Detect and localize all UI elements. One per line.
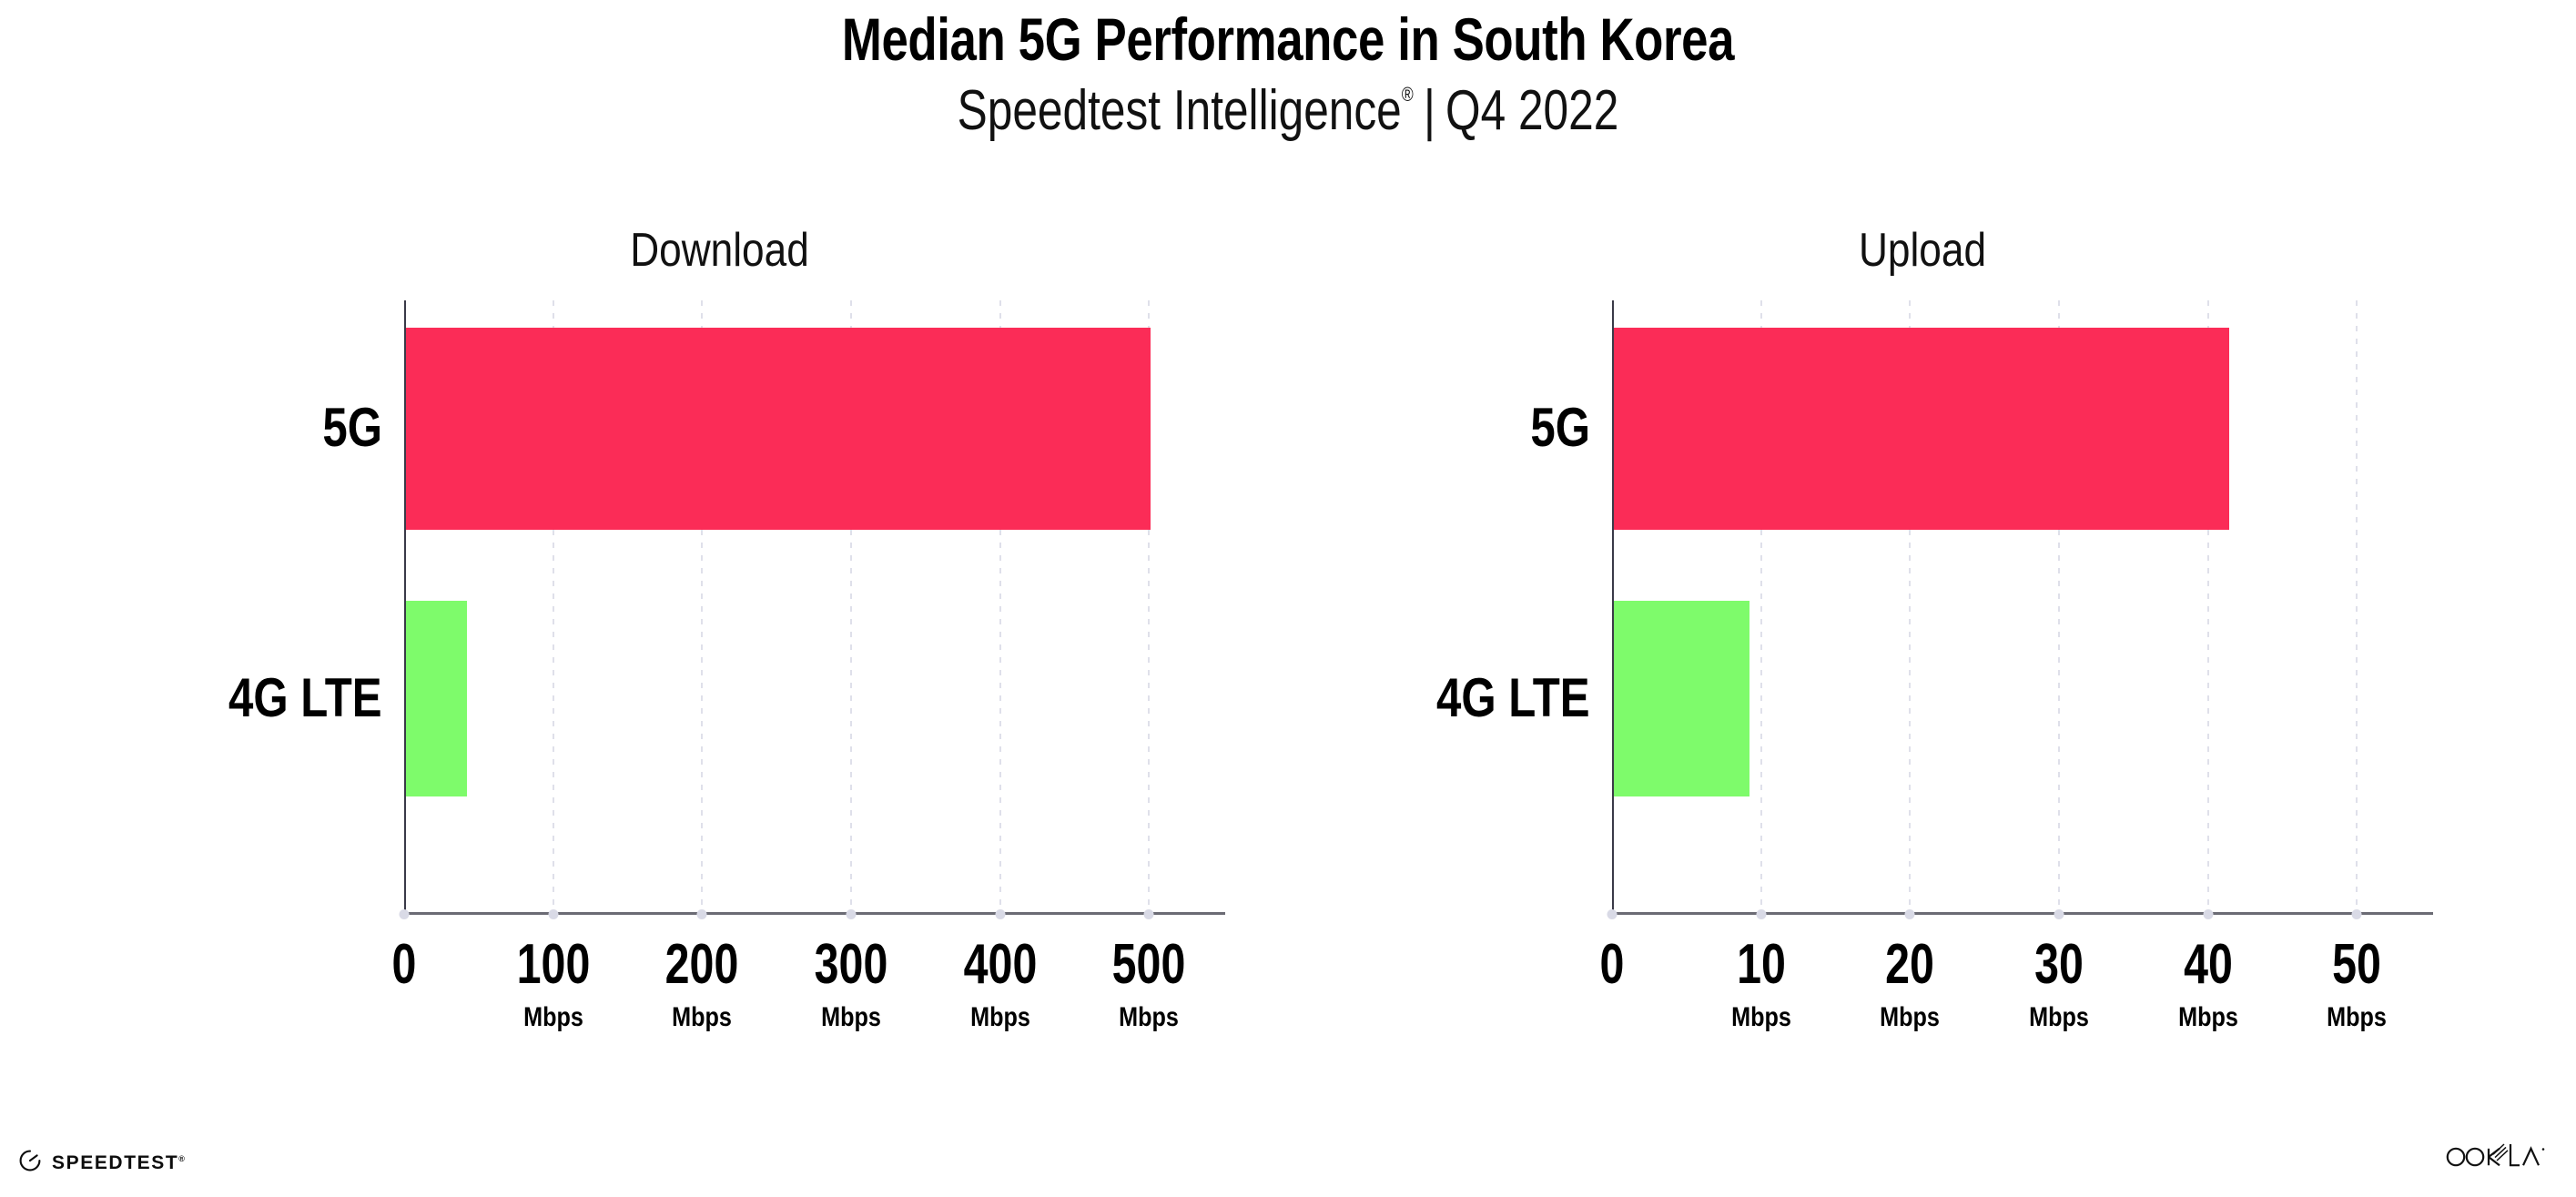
gridline	[999, 300, 1001, 915]
y-axis-line-upload	[1612, 300, 1614, 915]
axis-tick-dot	[846, 909, 857, 919]
x-tick-label: 100 Mbps	[453, 937, 654, 1031]
subtitle-period: Q4 2022	[1445, 79, 1619, 143]
speedtest-wordmark: SPEEDTEST®	[52, 1151, 185, 1173]
x-tick-value: 20	[1885, 933, 1935, 996]
axis-tick-dot	[2203, 909, 2214, 919]
x-tick-value: 30	[2034, 933, 2084, 996]
x-tick-unit: Mbps	[522, 1002, 583, 1032]
bar-5g[interactable]: 5G	[1530, 328, 2229, 530]
x-tick-unit: Mbps	[1119, 1002, 1180, 1032]
subtitle-separator: |	[1423, 79, 1435, 143]
x-tick-value: 0	[1599, 933, 1625, 996]
panel-upload: Upload 0 10 Mbps 20 Mbps 30 Mbps 40 Mbps 50 Mbps 5G…	[1320, 223, 2494, 1042]
ookla-logo	[2443, 1140, 2552, 1175]
x-tick-unit: Mbps	[1880, 1002, 1941, 1032]
x-tick-value: 0	[391, 933, 417, 996]
gridline	[1148, 300, 1151, 915]
bar-4g-lte[interactable]: 4G LTE	[228, 601, 468, 796]
axis-tick-dot	[1904, 909, 1915, 919]
x-tick-unit: Mbps	[821, 1002, 881, 1032]
title-block: Median 5G Performance in South Korea Spe…	[0, 5, 2576, 144]
page-title: Median 5G Performance in South Korea	[841, 5, 1735, 73]
gridline	[2206, 300, 2209, 915]
category-label: 4G LTE	[1436, 666, 1590, 728]
x-axis-line-download	[404, 912, 1225, 915]
registered-mark: ®	[1401, 82, 1414, 106]
x-tick-unit: Mbps	[2029, 1002, 2089, 1032]
x-tick-label: 500 Mbps	[1049, 937, 1249, 1031]
x-tick-value: 500	[1111, 933, 1186, 996]
axis-tick-dot	[2054, 909, 2064, 919]
ookla-logo-icon	[2443, 1140, 2552, 1175]
x-tick-unit: Mbps	[1730, 1002, 1791, 1032]
gridline	[2356, 300, 2358, 915]
axis-tick-dot	[399, 909, 410, 919]
category-label: 5G	[1530, 397, 1590, 458]
x-tick-label: 0	[1512, 937, 1712, 993]
subtitle-brand: Speedtest Intelligence	[957, 79, 1402, 143]
plot-area-download: 0 100 Mbps 200 Mbps 300 Mbps 400 Mbps 500 Mbps 5G 4G…	[228, 300, 1225, 1031]
x-tick-label: 50 Mbps	[2257, 937, 2457, 1031]
category-label: 4G LTE	[228, 666, 382, 728]
x-tick-value: 40	[2183, 933, 2233, 996]
axis-tick-dot	[2351, 909, 2362, 919]
plot-area-upload: 0 10 Mbps 20 Mbps 30 Mbps 40 Mbps 50 Mbps 5G 4G LTE	[1436, 300, 2433, 1031]
gridline	[849, 300, 852, 915]
axis-tick-dot	[1143, 909, 1154, 919]
x-axis-line-upload	[1612, 912, 2433, 915]
gridline	[701, 300, 704, 915]
bar-4g-lte[interactable]: 4G LTE	[1436, 601, 1749, 796]
gridline	[1760, 300, 1762, 915]
axis-tick-dot	[696, 909, 707, 919]
x-tick-label: 40 Mbps	[2108, 937, 2308, 1031]
bar-5g[interactable]: 5G	[322, 328, 1151, 530]
axis-tick-dot	[548, 909, 559, 919]
panel-title-download: Download	[630, 224, 809, 277]
x-tick-unit: Mbps	[2327, 1002, 2388, 1032]
x-tick-value: 300	[814, 933, 888, 996]
gridline	[1909, 300, 1912, 915]
x-tick-label: 300 Mbps	[751, 937, 951, 1031]
x-tick-value: 10	[1736, 933, 1786, 996]
axis-tick-dot	[1607, 909, 1618, 919]
x-tick-label: 10 Mbps	[1661, 937, 1861, 1031]
speedometer-icon	[18, 1149, 42, 1177]
gridline	[552, 300, 554, 915]
panel-title-upload: Upload	[1858, 224, 1987, 277]
x-tick-label: 200 Mbps	[602, 937, 802, 1031]
x-tick-label: 400 Mbps	[900, 937, 1100, 1031]
x-tick-unit: Mbps	[2177, 1002, 2238, 1032]
x-tick-label: 0	[304, 937, 504, 993]
page-subtitle: Speedtest Intelligence® | Q4 2022	[258, 77, 2318, 144]
x-tick-value: 400	[963, 933, 1037, 996]
axis-tick-dot	[1756, 909, 1767, 919]
x-tick-unit: Mbps	[672, 1002, 733, 1032]
category-label: 5G	[322, 397, 382, 458]
panel-download: Download 0 100 Mbps 200 Mbps 300 Mbps 400 Mbps 50…	[109, 223, 1283, 1042]
x-tick-unit: Mbps	[969, 1002, 1030, 1032]
axis-tick-dot	[995, 909, 1006, 919]
y-axis-line-download	[404, 300, 406, 915]
x-tick-label: 20 Mbps	[1810, 937, 2010, 1031]
x-tick-value: 50	[2332, 933, 2382, 996]
x-tick-label: 30 Mbps	[1959, 937, 2159, 1031]
gridline	[2057, 300, 2060, 915]
speedtest-logo: SPEEDTEST®	[18, 1149, 185, 1177]
x-tick-value: 100	[516, 933, 590, 996]
x-tick-value: 200	[664, 933, 739, 996]
